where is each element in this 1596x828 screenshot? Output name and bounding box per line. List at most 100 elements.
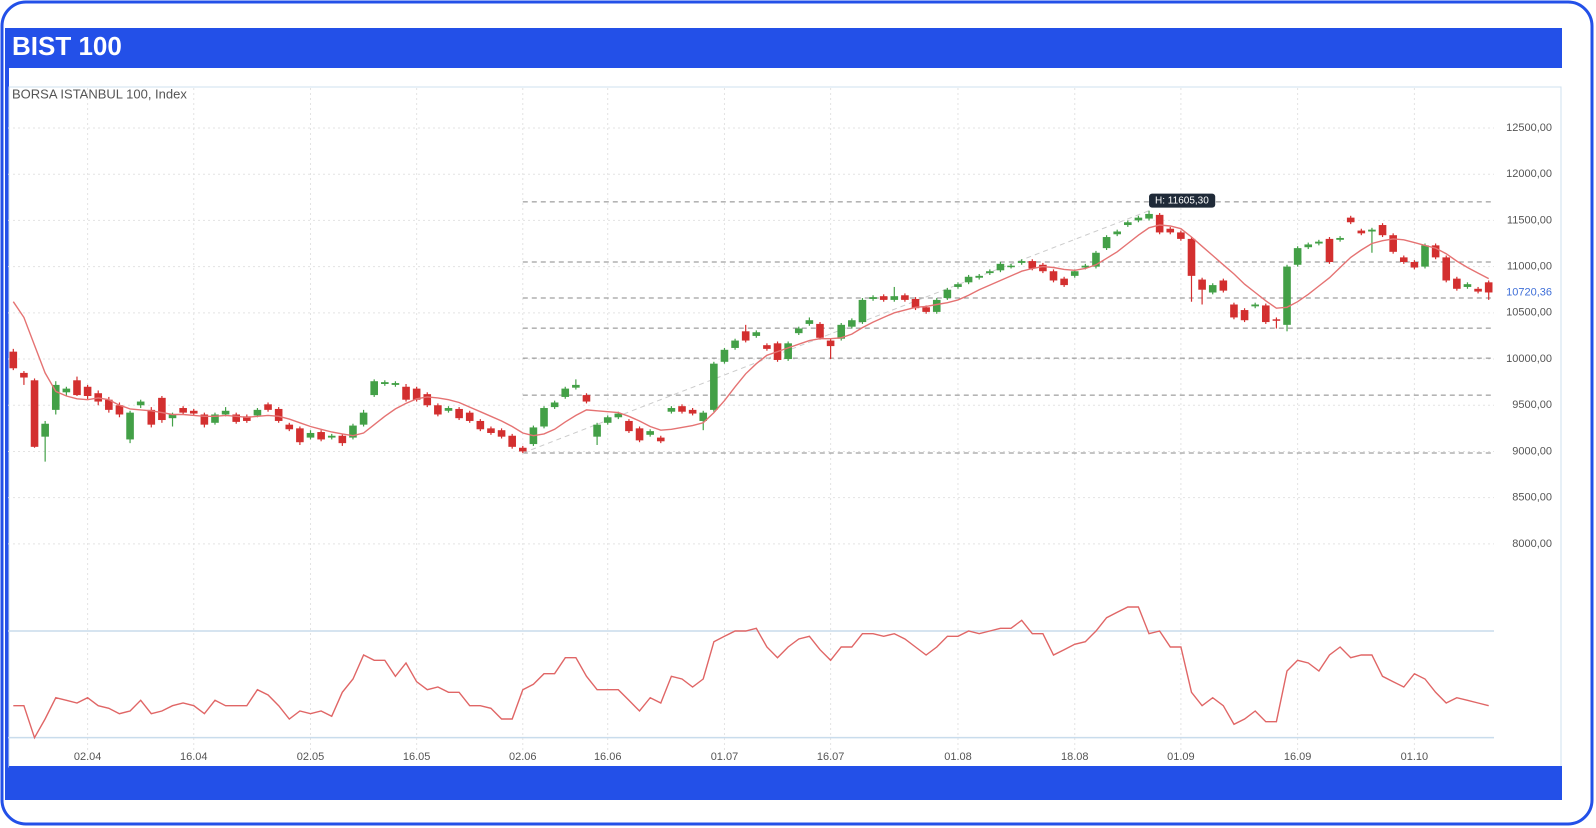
candle-body [1230, 304, 1238, 318]
candle-body [189, 410, 198, 414]
candle-body [508, 435, 516, 447]
candle-body [147, 409, 156, 425]
candle-body [763, 345, 771, 349]
x-tick-label: 16.07 [817, 751, 845, 763]
candle-body [1357, 230, 1366, 234]
candle-body [1039, 264, 1047, 272]
candle-body [253, 409, 262, 416]
candle-body [349, 425, 357, 438]
candle-body [1431, 245, 1440, 258]
candle-body [1102, 237, 1111, 249]
high-label: H: 11605,30 [1155, 195, 1209, 206]
candle-body [752, 332, 761, 336]
candle-body [126, 412, 134, 440]
y-tick-label: 8000,00 [1512, 538, 1552, 550]
candle-body [391, 383, 400, 385]
x-tick-label: 16.09 [1284, 751, 1312, 763]
candle-body [73, 380, 81, 396]
candle-body [1187, 238, 1196, 276]
high-label-box [1149, 193, 1216, 208]
trend-line [522, 210, 1150, 454]
candle-body [603, 417, 612, 423]
candle-body [1368, 229, 1376, 232]
candle-body [1198, 279, 1206, 290]
candle-body [1261, 305, 1270, 323]
candle-body [423, 394, 432, 406]
candle-body [105, 399, 113, 410]
candle-body [381, 382, 389, 384]
header-title: BIST 100 [12, 31, 122, 61]
candle-body [41, 423, 49, 437]
moving-average [12, 224, 1490, 437]
candle-body [646, 431, 654, 435]
candle-body [285, 424, 294, 430]
y-tick-label: 12500,00 [1506, 122, 1552, 134]
candle-body [83, 386, 92, 397]
candle-body [1081, 265, 1090, 268]
candle-body [1272, 319, 1281, 321]
candle-body [306, 432, 315, 438]
candle-body [211, 414, 219, 423]
candle-body [1315, 241, 1323, 244]
candle-body [1346, 217, 1355, 223]
footer-bar [9, 766, 1562, 800]
candle-body [370, 381, 378, 396]
candle-body [943, 289, 952, 299]
candle-body [136, 401, 145, 406]
candle-body [869, 297, 877, 299]
candle-body [975, 275, 984, 278]
candle-body [1336, 237, 1344, 240]
candle-body [1293, 248, 1302, 265]
candle-body [179, 408, 187, 413]
candle-body [317, 432, 325, 440]
x-tick-label: 02.06 [509, 751, 537, 763]
candle-body [879, 296, 888, 300]
candle-body [805, 320, 814, 324]
candle-body [1070, 271, 1079, 276]
candle-body [62, 388, 71, 393]
candle-body [338, 435, 347, 444]
candle-body [1049, 271, 1058, 281]
last-price-label: 10720,36 [1506, 286, 1552, 298]
candle-body [1389, 235, 1397, 252]
candle-body [1017, 261, 1026, 263]
candle-body [540, 408, 548, 427]
candle-body [1166, 228, 1175, 233]
candle-body [221, 410, 230, 415]
candle-body [1028, 261, 1037, 269]
candle-body [20, 372, 28, 378]
candle-body [200, 414, 209, 425]
candle-body [1092, 252, 1100, 267]
candle-body [243, 416, 251, 421]
candle-body [1484, 282, 1493, 293]
candle-body [572, 384, 580, 388]
y-tick-label: 10000,00 [1506, 353, 1552, 365]
candle-body [890, 296, 899, 300]
candle-body [1007, 265, 1015, 268]
candle-body [550, 402, 559, 408]
candle-body [1463, 284, 1472, 287]
candle-body [816, 323, 824, 338]
candle-body [582, 395, 591, 402]
candle-body [1304, 244, 1313, 248]
candle-body [794, 328, 803, 334]
candle-body [1219, 280, 1228, 291]
y-tick-label: 8500,00 [1512, 492, 1552, 504]
candle-body [688, 409, 697, 414]
candle-body [465, 412, 474, 421]
x-tick-label: 01.10 [1401, 751, 1429, 763]
candle-body [30, 380, 39, 447]
candle-body [667, 408, 676, 412]
x-tick-label: 01.07 [711, 751, 739, 763]
candle-body [264, 404, 272, 410]
candle-body [922, 307, 930, 312]
candle-body [1474, 288, 1482, 292]
candle-body [296, 428, 304, 443]
left-strip [5, 67, 9, 800]
candle-body [911, 298, 920, 309]
candle-body [1421, 245, 1429, 267]
candle-body [699, 412, 708, 421]
candle-body [1177, 232, 1185, 239]
candle-body [593, 424, 601, 437]
